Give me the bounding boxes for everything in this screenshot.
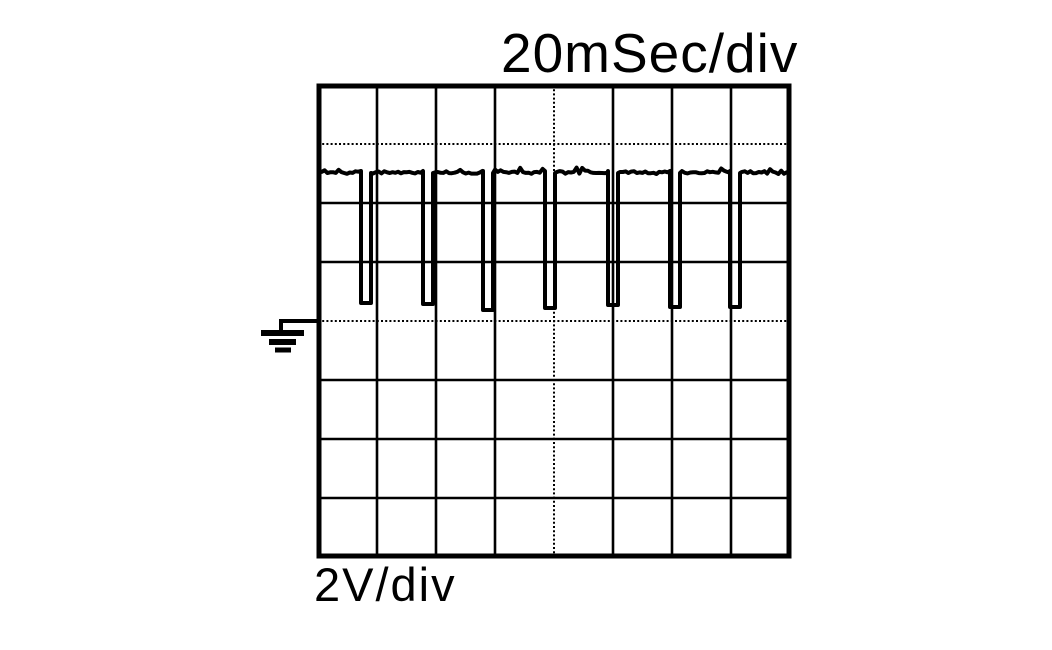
- vertical-scale-label: 2V/div: [314, 558, 457, 611]
- graticule-border: [316, 83, 792, 559]
- ground-symbol: [261, 319, 318, 353]
- waveform-trace: [317, 165, 791, 312]
- graticule-grid: [318, 85, 790, 557]
- timebase-label: 20mSec/div: [501, 22, 799, 84]
